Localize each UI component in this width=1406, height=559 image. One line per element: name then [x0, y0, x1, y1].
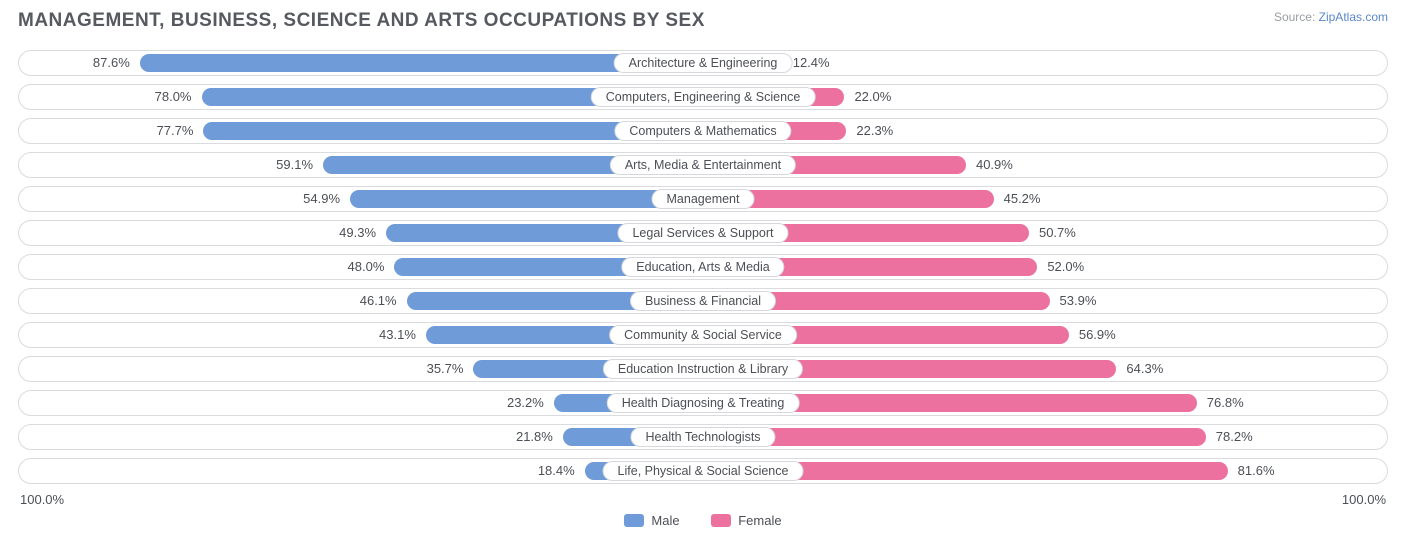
axis-left-label: 100.0% [20, 492, 64, 507]
category-label: Health Diagnosing & Treating [607, 393, 800, 413]
chart-source: Source: ZipAtlas.com [1274, 10, 1388, 24]
legend-male-label: Male [651, 513, 679, 528]
male-pct-label: 23.2% [507, 391, 544, 415]
chart-row: 87.6% 12.4%Architecture & Engineering [18, 50, 1388, 76]
category-label: Education, Arts & Media [621, 257, 784, 277]
male-pct-label: 49.3% [339, 221, 376, 245]
legend-male-swatch [624, 514, 644, 527]
category-label: Community & Social Service [609, 325, 797, 345]
male-pct-label: 48.0% [348, 255, 385, 279]
female-pct-label: 78.2% [1216, 425, 1253, 449]
male-pct-label: 77.7% [157, 119, 194, 143]
category-label: Legal Services & Support [617, 223, 788, 243]
female-pct-label: 22.0% [854, 85, 891, 109]
chart-row: 43.1% 56.9% Community & Social Service [18, 322, 1388, 348]
male-pct-label: 87.6% [93, 51, 130, 75]
female-pct-label: 56.9% [1079, 323, 1116, 347]
category-label: Computers, Engineering & Science [591, 87, 816, 107]
female-pct-label: 50.7% [1039, 221, 1076, 245]
chart-row: 78.0% 22.0% Computers, Engineering & Scien… [18, 84, 1388, 110]
category-label: Computers & Mathematics [614, 121, 791, 141]
chart-row: 49.3% 50.7% Legal Services & Support [18, 220, 1388, 246]
category-label: Health Technologists [630, 427, 775, 447]
female-pct-label: 45.2% [1004, 187, 1041, 211]
legend-female: Female [711, 513, 781, 528]
male-bar [350, 190, 703, 208]
chart-row: 18.4% 81.6% Life, Physical & Social Scienc… [18, 458, 1388, 484]
chart-row: 21.8% 78.2% Health Technologists [18, 424, 1388, 450]
female-pct-label: 76.8% [1207, 391, 1244, 415]
female-pct-label: 81.6% [1238, 459, 1275, 483]
male-pct-label: 18.4% [538, 459, 575, 483]
x-axis: 100.0% 100.0% [18, 492, 1388, 507]
male-pct-label: 59.1% [276, 153, 313, 177]
chart-row: 46.1% 53.9% Business & Financial [18, 288, 1388, 314]
chart-row: 59.1% 40.9% Arts, Media & Entertainment [18, 152, 1388, 178]
category-label: Arts, Media & Entertainment [610, 155, 796, 175]
occupations-chart: 87.6% 12.4%Architecture & Engineering 78.0… [18, 50, 1388, 484]
legend-male: Male [624, 513, 679, 528]
male-pct-label: 46.1% [360, 289, 397, 313]
male-pct-label: 78.0% [155, 85, 192, 109]
legend-female-swatch [711, 514, 731, 527]
category-label: Architecture & Engineering [614, 53, 793, 73]
female-pct-label: 22.3% [856, 119, 893, 143]
chart-header: MANAGEMENT, BUSINESS, SCIENCE AND ARTS O… [18, 10, 1388, 32]
chart-row: 48.0% 52.0% Education, Arts & Media [18, 254, 1388, 280]
chart-row: 54.9% 45.2% Management [18, 186, 1388, 212]
female-pct-label: 52.0% [1047, 255, 1084, 279]
chart-row: 77.7% 22.3% Computers & Mathematics [18, 118, 1388, 144]
male-pct-label: 43.1% [379, 323, 416, 347]
axis-right-label: 100.0% [1342, 492, 1386, 507]
source-label: Source: [1274, 10, 1315, 24]
category-label: Education Instruction & Library [603, 359, 803, 379]
chart-row: 35.7% 64.3% Education Instruction & Librar… [18, 356, 1388, 382]
chart-row: 23.2% 76.8% Health Diagnosing & Treating [18, 390, 1388, 416]
male-pct-label: 54.9% [303, 187, 340, 211]
category-label: Life, Physical & Social Science [603, 461, 804, 481]
female-pct-label: 53.9% [1060, 289, 1097, 313]
male-pct-label: 35.7% [427, 357, 464, 381]
female-bar [703, 428, 1206, 446]
category-label: Business & Financial [630, 291, 776, 311]
legend-female-label: Female [738, 513, 781, 528]
female-pct-label: 64.3% [1126, 357, 1163, 381]
category-label: Management [652, 189, 755, 209]
male-pct-label: 21.8% [516, 425, 553, 449]
female-pct-label: 12.4% [793, 51, 830, 75]
legend: Male Female [18, 513, 1388, 530]
source-link[interactable]: ZipAtlas.com [1319, 10, 1388, 24]
female-pct-label: 40.9% [976, 153, 1013, 177]
chart-title: MANAGEMENT, BUSINESS, SCIENCE AND ARTS O… [18, 10, 705, 32]
